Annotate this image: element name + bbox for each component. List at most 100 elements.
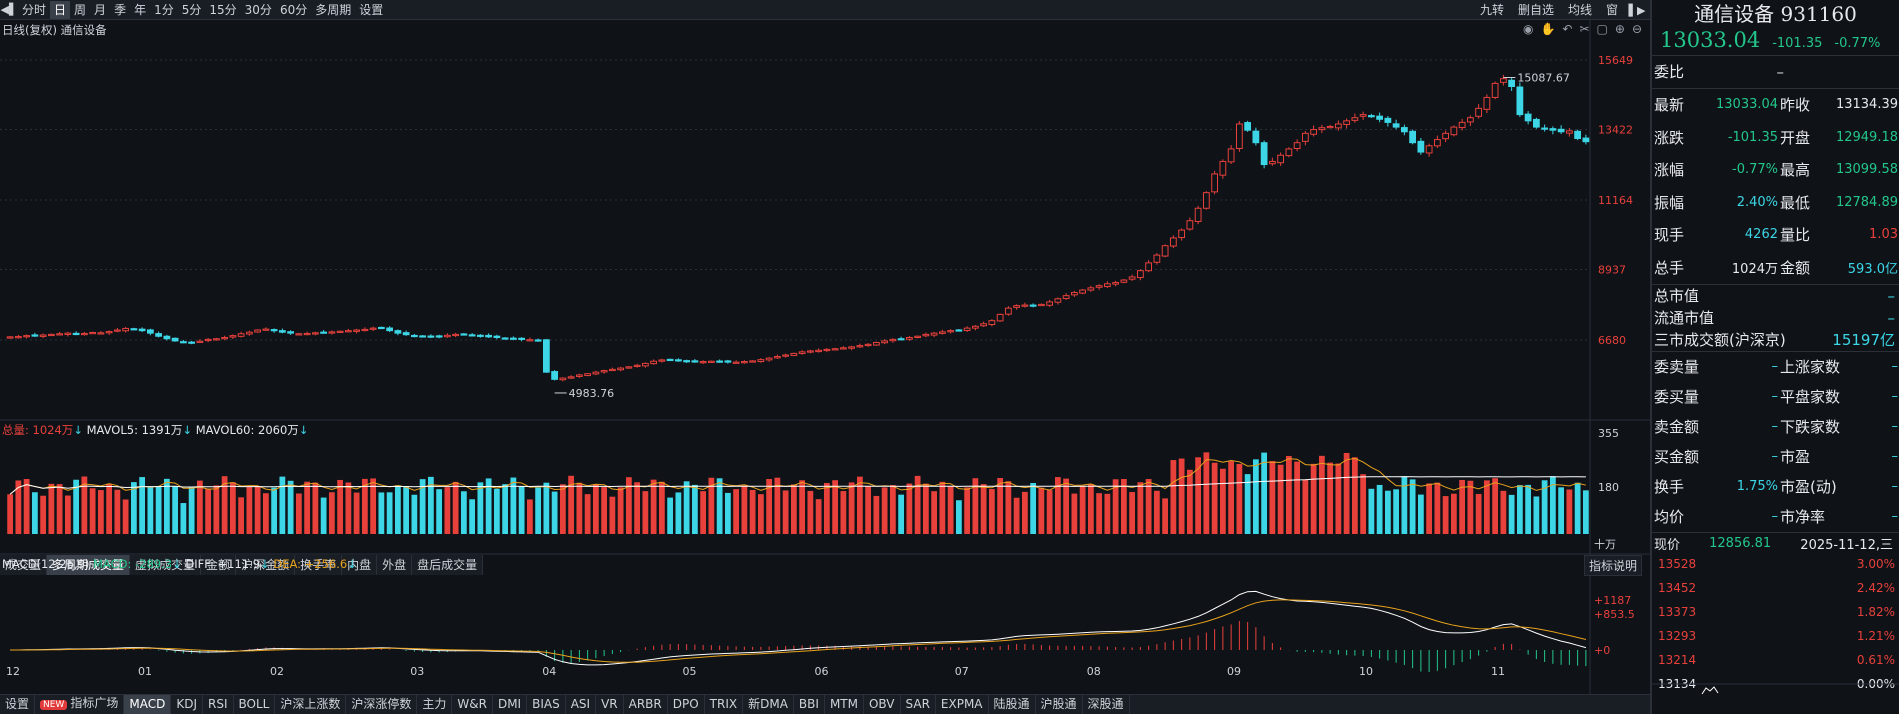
candle[interactable] <box>196 339 204 344</box>
candle[interactable] <box>1565 127 1573 137</box>
indicator-tab-23[interactable]: 沪股通 <box>1036 695 1083 714</box>
candle[interactable] <box>155 331 163 338</box>
candle[interactable] <box>683 359 691 364</box>
candle[interactable] <box>1293 139 1301 152</box>
candle[interactable] <box>1087 285 1095 292</box>
candle[interactable] <box>617 366 625 372</box>
candle[interactable] <box>113 327 121 333</box>
candle[interactable] <box>237 331 245 338</box>
candle[interactable] <box>179 339 187 344</box>
eye-icon[interactable]: ◉ <box>1522 22 1534 36</box>
candle[interactable] <box>724 359 732 364</box>
period-tab-10[interactable]: 60分 <box>279 2 308 17</box>
candle[interactable] <box>1417 137 1425 155</box>
candle[interactable] <box>270 328 278 333</box>
candle[interactable] <box>80 331 88 336</box>
candle[interactable] <box>963 326 971 332</box>
candle[interactable] <box>1343 118 1351 129</box>
candle[interactable] <box>47 333 55 337</box>
lock-icon[interactable]: ▢ <box>1596 22 1608 36</box>
candle[interactable] <box>212 337 220 341</box>
candle[interactable] <box>14 334 22 339</box>
indicator-tab-9[interactable]: DMI <box>493 695 528 714</box>
candle[interactable] <box>1194 205 1202 225</box>
candle[interactable] <box>1260 140 1268 169</box>
candle[interactable] <box>625 366 633 369</box>
candle[interactable] <box>980 321 988 327</box>
indicator-tab-7[interactable]: 主力 <box>417 695 453 714</box>
candle[interactable] <box>1244 120 1252 132</box>
candle[interactable] <box>1376 112 1384 123</box>
candle[interactable] <box>922 332 930 338</box>
candle[interactable] <box>798 350 806 355</box>
candle[interactable] <box>567 375 575 380</box>
candle[interactable] <box>1400 124 1408 136</box>
candle[interactable] <box>1574 129 1582 141</box>
indicator-tab-22[interactable]: 陆股通 <box>989 695 1036 714</box>
volume-tab-5[interactable]: 换手率 <box>295 555 343 575</box>
candle[interactable] <box>1359 111 1367 120</box>
window-button[interactable]: 窗 <box>1605 3 1618 17</box>
candle[interactable] <box>39 333 47 339</box>
candle[interactable] <box>1508 77 1516 91</box>
candle[interactable] <box>443 333 451 338</box>
candle[interactable] <box>353 328 361 334</box>
candle[interactable] <box>1310 125 1318 137</box>
period-tab-12[interactable]: 设置 <box>359 2 384 17</box>
candle[interactable] <box>864 342 872 347</box>
candle[interactable] <box>1557 125 1565 135</box>
candle[interactable] <box>790 352 798 357</box>
candle[interactable] <box>130 327 138 331</box>
candle[interactable] <box>361 327 369 332</box>
candle[interactable] <box>732 360 740 364</box>
candle[interactable] <box>394 329 402 336</box>
candle[interactable] <box>542 338 550 373</box>
candle[interactable] <box>1524 111 1532 125</box>
candle[interactable] <box>402 330 410 336</box>
candle[interactable] <box>1153 253 1161 265</box>
period-tab-1[interactable]: 日 <box>50 0 71 19</box>
zoom-out-icon[interactable]: ⊖ <box>1631 22 1642 36</box>
indicator-tab-21[interactable]: EXPMA <box>936 695 989 714</box>
candle[interactable] <box>526 337 534 342</box>
candle[interactable] <box>1301 131 1309 146</box>
candle[interactable] <box>328 330 336 335</box>
candle[interactable] <box>1013 304 1021 310</box>
candle[interactable] <box>1120 278 1128 284</box>
indicator-tab-19[interactable]: OBV <box>864 695 901 714</box>
candle[interactable] <box>56 331 64 336</box>
candle[interactable] <box>31 332 39 338</box>
indicator-tab-4[interactable]: BOLL <box>234 695 276 714</box>
candle[interactable] <box>1062 293 1070 300</box>
candle[interactable] <box>6 336 14 339</box>
candle[interactable] <box>1285 147 1293 158</box>
indicator-tab-8[interactable]: W&R <box>452 695 493 714</box>
indicator-tab-6[interactable]: 沪深涨停数 <box>346 695 418 714</box>
candle[interactable] <box>369 326 377 331</box>
candle[interactable] <box>674 358 682 362</box>
candle[interactable] <box>493 334 501 340</box>
volume-tab-0[interactable]: 成交量 <box>0 555 48 575</box>
candle[interactable] <box>1103 281 1111 288</box>
candle[interactable] <box>996 313 1004 322</box>
candle[interactable] <box>501 337 509 340</box>
candle[interactable] <box>1491 81 1499 100</box>
candle[interactable] <box>1582 134 1590 145</box>
candle[interactable] <box>1037 303 1045 307</box>
candle[interactable] <box>72 331 80 336</box>
period-tab-8[interactable]: 15分 <box>209 2 237 17</box>
hand-icon[interactable]: ✋ <box>1540 22 1556 36</box>
candle[interactable] <box>1442 130 1450 143</box>
candle[interactable] <box>1433 135 1441 149</box>
candle[interactable] <box>856 343 864 348</box>
candle[interactable] <box>287 330 295 335</box>
mini-intraday-chart[interactable]: 13528 3.00% 13452 2.42% 13373 1.82% 13293 1.21%… <box>1652 554 1899 704</box>
candle[interactable] <box>1277 152 1285 166</box>
candle[interactable] <box>930 331 938 338</box>
candle[interactable] <box>509 336 517 341</box>
candle[interactable] <box>1252 127 1260 146</box>
candle[interactable] <box>1318 124 1326 134</box>
candle[interactable] <box>245 330 253 336</box>
indicator-tab-1[interactable]: MACD <box>124 695 172 714</box>
candle[interactable] <box>1112 280 1120 287</box>
